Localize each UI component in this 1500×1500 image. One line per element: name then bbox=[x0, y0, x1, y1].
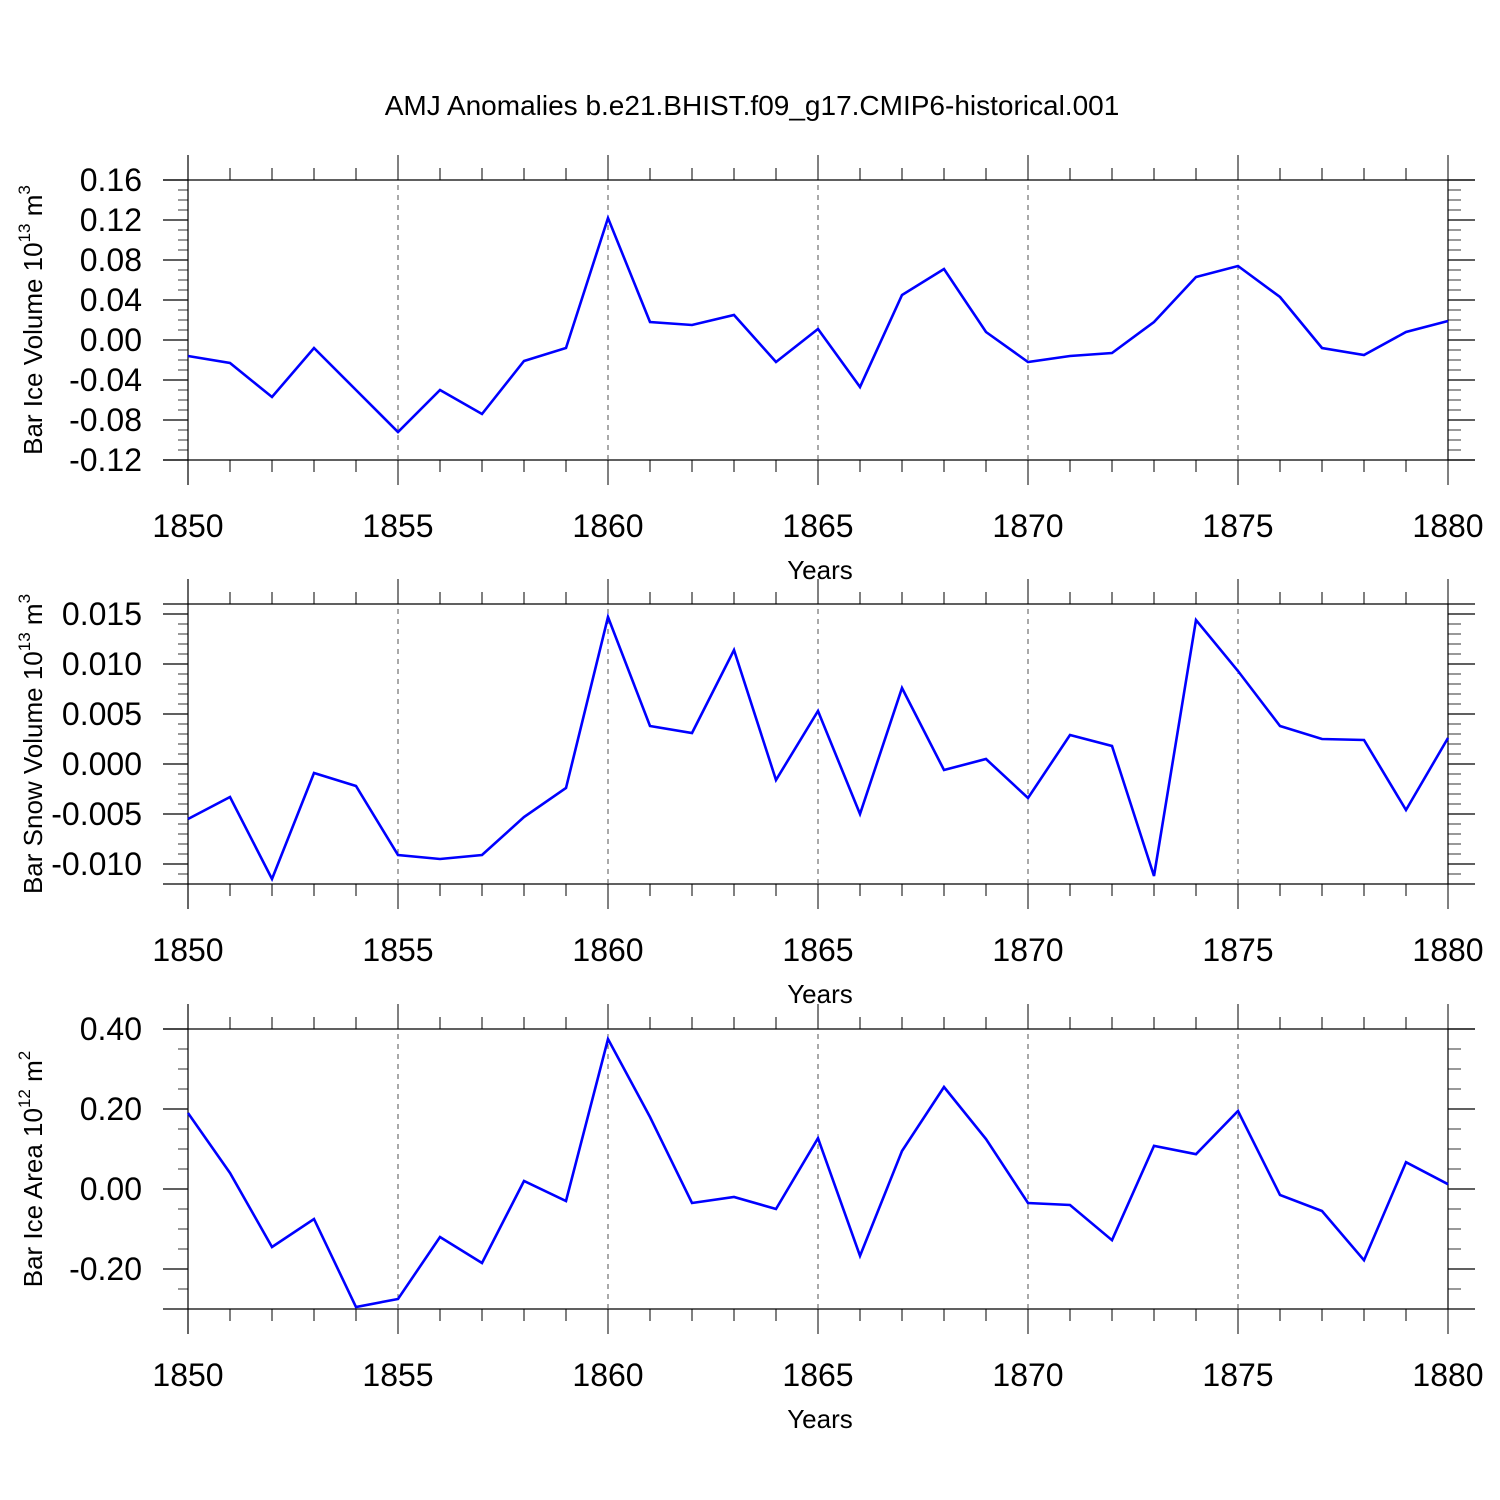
y-axis-title-exp: 13 bbox=[15, 632, 34, 651]
y-axis-title-main: Bar Snow Volume 10 bbox=[18, 651, 48, 894]
x-tick-label: 1875 bbox=[1202, 932, 1273, 968]
y-tick-label: 0.010 bbox=[62, 646, 142, 682]
x-tick-label: 1870 bbox=[992, 932, 1063, 968]
x-tick-label: 1855 bbox=[362, 932, 433, 968]
x-tick-label: 1860 bbox=[572, 1357, 643, 1393]
chart-panel-3: -0.20 0.00 0.20 0.40 1850 1855 1860 1865 1870 187… bbox=[15, 1004, 1484, 1434]
x-tick-label: 1855 bbox=[362, 1357, 433, 1393]
y-tick-label: 0.000 bbox=[62, 746, 142, 782]
x-tick-label: 1880 bbox=[1412, 1357, 1483, 1393]
y-tick-label: -0.12 bbox=[69, 442, 142, 478]
y-tick-label: -0.04 bbox=[69, 362, 142, 398]
x-tick-label: 1880 bbox=[1412, 508, 1483, 544]
y-tick-label: 0.015 bbox=[62, 596, 142, 632]
y-tick-label: 0.00 bbox=[80, 322, 142, 358]
x-tick-label: 1855 bbox=[362, 508, 433, 544]
x-tick-label: 1850 bbox=[152, 932, 223, 968]
y-tick-label: 0.08 bbox=[80, 242, 142, 278]
y-tick-label: -0.010 bbox=[51, 846, 142, 882]
x-tick-label: 1860 bbox=[572, 508, 643, 544]
x-tick-label: 1850 bbox=[152, 508, 223, 544]
y-tick-label: -0.20 bbox=[69, 1251, 142, 1287]
x-tick-label: 1870 bbox=[992, 508, 1063, 544]
x-tick-label: 1875 bbox=[1202, 508, 1273, 544]
y-tick-label: 0.16 bbox=[80, 162, 142, 198]
y-axis-title-unit: m bbox=[18, 195, 48, 224]
y-axis-title: Bar Ice Volume 1013 m3 bbox=[15, 185, 48, 455]
x-tick-label: 1850 bbox=[152, 1357, 223, 1393]
y-axis-title-main: Bar Ice Area 10 bbox=[18, 1108, 48, 1287]
x-axis-title: Years bbox=[787, 1404, 853, 1434]
y-axis-title-unit-exp: 2 bbox=[15, 1051, 34, 1060]
x-tick-label: 1870 bbox=[992, 1357, 1063, 1393]
x-tick-label: 1860 bbox=[572, 932, 643, 968]
x-axis-title: Years bbox=[787, 555, 853, 585]
chart-panel-1: -0.12 -0.08 -0.04 0.00 0.04 0.08 0.12 0.16 1850 1… bbox=[15, 155, 1484, 585]
y-axis-title-exp: 13 bbox=[15, 223, 34, 242]
chart-panel-2: -0.010 -0.005 0.000 0.005 0.010 0.015 1850 1855… bbox=[15, 579, 1484, 1009]
y-axis-title-unit: m bbox=[18, 603, 48, 632]
y-tick-label: 0.12 bbox=[80, 202, 142, 238]
y-tick-label: 0.40 bbox=[80, 1011, 142, 1047]
y-tick-label: -0.08 bbox=[69, 402, 142, 438]
y-axis-title: Bar Snow Volume 1013 m3 bbox=[15, 594, 48, 894]
y-tick-label: 0.20 bbox=[80, 1091, 142, 1127]
y-axis-title-unit-exp: 3 bbox=[15, 185, 34, 194]
y-axis-title-exp: 12 bbox=[15, 1089, 34, 1108]
x-tick-label: 1865 bbox=[782, 508, 853, 544]
y-tick-label: 0.005 bbox=[62, 696, 142, 732]
x-axis-title: Years bbox=[787, 979, 853, 1009]
x-tick-label: 1880 bbox=[1412, 932, 1483, 968]
y-axis-title-unit: m bbox=[18, 1060, 48, 1089]
y-axis-title-unit-exp: 3 bbox=[15, 594, 34, 603]
y-tick-label: 0.04 bbox=[80, 282, 142, 318]
y-axis-title-main: Bar Ice Volume 10 bbox=[18, 242, 48, 454]
x-tick-label: 1865 bbox=[782, 932, 853, 968]
x-tick-label: 1865 bbox=[782, 1357, 853, 1393]
y-tick-label: -0.005 bbox=[51, 796, 142, 832]
x-tick-label: 1875 bbox=[1202, 1357, 1273, 1393]
y-tick-label: 0.00 bbox=[80, 1171, 142, 1207]
y-axis-title: Bar Ice Area 1012 m2 bbox=[15, 1051, 48, 1288]
figure-title: AMJ Anomalies b.e21.BHIST.f09_g17.CMIP6-… bbox=[385, 90, 1120, 121]
